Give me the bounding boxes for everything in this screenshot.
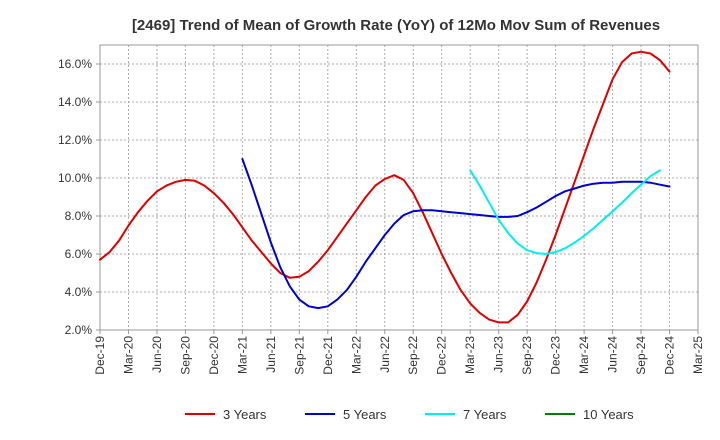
y-tick-label: 14.0% [58, 95, 92, 109]
series [99, 50, 671, 324]
legend-label: 10 Years [583, 407, 634, 422]
x-tick-label: Jun-21 [264, 336, 278, 373]
legend-label: 3 Years [223, 407, 267, 422]
x-tick-label: Mar-22 [349, 336, 363, 374]
chart-title: [2469] Trend of Mean of Growth Rate (YoY… [132, 17, 660, 34]
x-tick-label: Sep-24 [634, 336, 648, 375]
x-tick-label: Dec-20 [207, 336, 221, 375]
legend: 3 Years 5 Years 7 Years 10 Years [185, 407, 634, 422]
x-tick-label: Dec-21 [321, 336, 335, 375]
x-tick-label: Jun-24 [606, 336, 620, 373]
series-line-7-years [469, 169, 661, 255]
x-tick-label: Dec-19 [93, 336, 107, 375]
x-tick-label: Sep-23 [520, 336, 534, 375]
x-tick-label: Jun-23 [492, 336, 506, 373]
legend-label: 5 Years [343, 407, 387, 422]
x-tick-label: Dec-24 [663, 336, 677, 375]
x-tick-label: Jun-22 [378, 336, 392, 373]
y-tick-label: 4.0% [65, 285, 93, 299]
x-tick-label: Jun-20 [150, 336, 164, 373]
x-tick-label: Mar-24 [577, 336, 591, 374]
x-tick-label: Mar-21 [235, 336, 249, 374]
x-tick-label: Dec-23 [549, 336, 563, 375]
y-tick-label: 12.0% [58, 133, 92, 147]
series-line-5-years [241, 158, 671, 310]
series-line-3-years [99, 50, 671, 324]
x-tick-label: Mar-25 [691, 336, 705, 374]
legend-label: 7 Years [463, 407, 507, 422]
x-tick-label: Dec-22 [435, 336, 449, 375]
y-tick-label: 2.0% [65, 323, 93, 337]
x-tick-label: Mar-23 [463, 336, 477, 374]
y-tick-label: 10.0% [58, 171, 92, 185]
axes: 2.0% 4.0% 6.0% 8.0% 10.0% 12.0% 14.0% 16.0% Dec-… [58, 57, 705, 375]
x-tick-label: Sep-22 [406, 336, 420, 375]
plot-area [99, 44, 699, 331]
y-tick-label: 16.0% [58, 57, 92, 71]
y-tick-label: 8.0% [65, 209, 93, 223]
x-tick-label: Sep-21 [292, 336, 306, 375]
x-tick-label: Sep-20 [178, 336, 192, 375]
x-tick-label: Mar-20 [121, 336, 135, 374]
y-tick-label: 6.0% [65, 247, 93, 261]
grid [100, 45, 698, 330]
